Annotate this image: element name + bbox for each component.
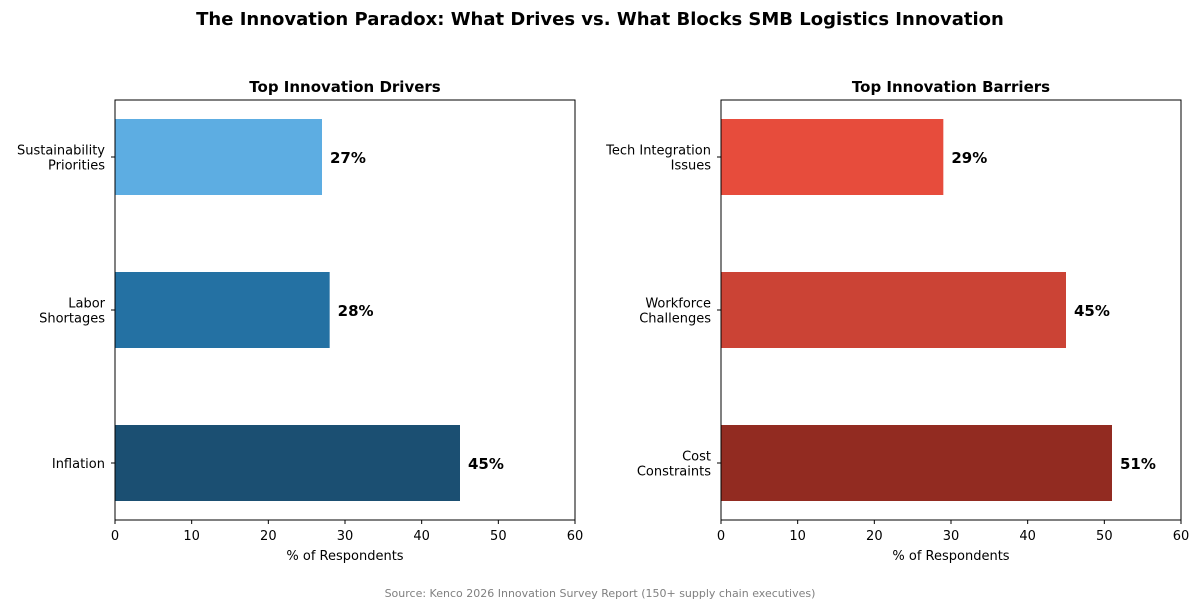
x-tick-label: 40 [1019,529,1036,544]
y-tick-label: Sustainability [17,144,105,159]
x-tick-label: 0 [717,529,725,544]
x-tick-label: 40 [413,529,430,544]
x-tick-label: 20 [866,529,883,544]
data-label: 51% [1120,455,1156,473]
y-tick-label: Labor [68,297,105,312]
data-label: 45% [468,455,504,473]
data-label: 28% [338,302,374,320]
figure-title: The Innovation Paradox: What Drives vs. … [196,9,1004,30]
y-tick-label: Priorities [48,159,105,174]
y-tick-label: Constraints [637,465,711,480]
x-tick-label: 30 [943,529,960,544]
axes-title: Top Innovation Barriers [852,78,1050,96]
axes-title: Top Innovation Drivers [249,78,441,96]
source-note: Source: Kenco 2026 Innovation Survey Rep… [385,587,816,600]
bar [115,425,460,501]
x-tick-label: 50 [1096,529,1113,544]
data-label: 29% [951,149,987,167]
y-tick-label: Shortages [39,312,105,327]
x-tick-label: 20 [260,529,277,544]
x-tick-label: 30 [337,529,354,544]
y-tick-label: Challenges [639,312,711,327]
x-tick-label: 0 [111,529,119,544]
x-tick-label: 10 [789,529,806,544]
x-tick-label: 10 [183,529,200,544]
bar [721,425,1112,501]
x-axis-label: % of Respondents [286,549,403,564]
y-tick-label: Inflation [52,457,105,472]
data-label: 45% [1074,302,1110,320]
bar [115,272,330,348]
y-tick-label: Workforce [645,297,711,312]
data-label: 27% [330,149,366,167]
x-axis-label: % of Respondents [892,549,1009,564]
y-tick-label: Issues [671,159,712,174]
x-tick-label: 60 [567,529,584,544]
x-tick-label: 50 [490,529,507,544]
bar [115,119,322,195]
x-tick-label: 60 [1173,529,1190,544]
y-tick-label: Cost [682,450,711,465]
bar [721,119,944,195]
bar [721,272,1066,348]
y-tick-label: Tech Integration [605,144,711,159]
